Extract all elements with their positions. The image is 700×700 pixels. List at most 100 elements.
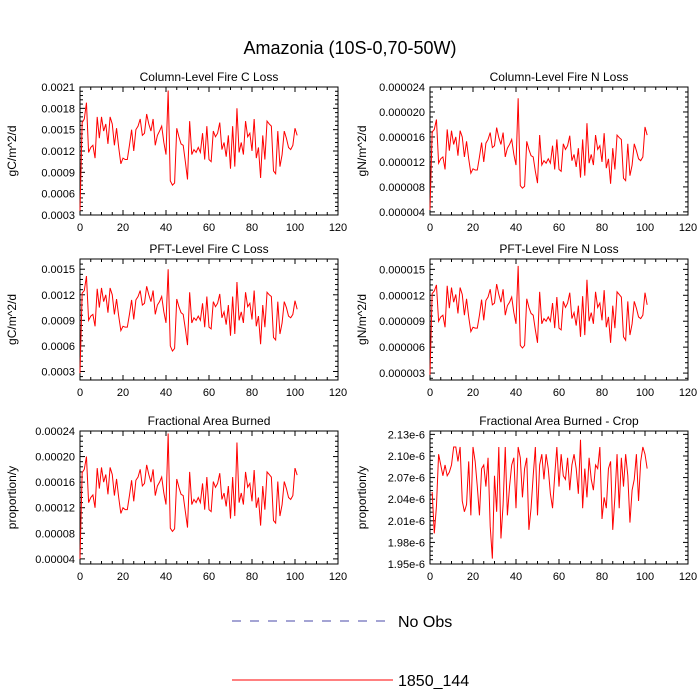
x-tick-label: 60 xyxy=(203,387,215,399)
y-tick-label: 2.13e-6 xyxy=(388,429,425,441)
x-tick-label: 60 xyxy=(203,571,215,583)
x-tick-label: 60 xyxy=(553,571,565,583)
x-tick-label: 100 xyxy=(636,387,654,399)
y-tick-label: 0.000012 xyxy=(379,290,425,302)
x-tick-label: 80 xyxy=(596,222,608,234)
x-tick-label: 80 xyxy=(596,571,608,583)
y-tick-label: 0.0015 xyxy=(41,125,75,137)
panel-title: PFT-Level Fire N Loss xyxy=(499,242,618,256)
x-tick-label: 0 xyxy=(77,571,83,583)
y-tick-label: 0.00024 xyxy=(35,426,75,438)
y-tick-label: 2.10e-6 xyxy=(388,451,425,463)
y-tick-label: 2.07e-6 xyxy=(388,473,425,485)
legend: No Obs 1850_144 xyxy=(232,614,469,690)
y-tick-label: 0.000006 xyxy=(379,342,425,354)
y-tick-label: 0.000009 xyxy=(379,316,425,328)
y-tick-label: 2.04e-6 xyxy=(388,494,425,506)
panel-title: Fractional Area Burned xyxy=(148,414,271,428)
x-tick-label: 0 xyxy=(427,571,433,583)
y-tick-label: 0.000020 xyxy=(379,107,425,119)
chart-panel-4: PFT-Level Fire N Loss gN/m^2/d 0 20 40 60 80 10… xyxy=(355,242,697,399)
x-tick-label: 0 xyxy=(77,387,83,399)
y-axis-label: gC/m^2/d xyxy=(5,126,19,177)
y-tick-label: 1.98e-6 xyxy=(388,537,425,549)
y-tick-label: 0.0012 xyxy=(41,290,75,302)
panel-title: Column-Level Fire C Loss xyxy=(140,70,279,84)
x-tick-label: 120 xyxy=(679,571,697,583)
y-tick-label: 0.000024 xyxy=(379,82,425,94)
x-tick-label: 40 xyxy=(510,387,522,399)
y-tick-label: 1.95e-6 xyxy=(388,559,425,571)
y-tick-label: 0.00004 xyxy=(35,554,75,566)
x-tick-label: 80 xyxy=(246,387,258,399)
chart-panel-6: Fractional Area Burned - Crop proportion/… xyxy=(355,414,697,583)
y-tick-label: 0.00020 xyxy=(35,452,75,464)
x-tick-label: 120 xyxy=(329,222,347,234)
chart-panel-5: Fractional Area Burned proportion/y 0 20 40 6… xyxy=(5,414,347,583)
y-tick-label: 0.00008 xyxy=(35,528,75,540)
x-tick-label: 100 xyxy=(636,222,654,234)
x-tick-label: 80 xyxy=(246,571,258,583)
x-tick-label: 60 xyxy=(553,222,565,234)
legend-obs-label: No Obs xyxy=(398,614,452,631)
x-tick-label: 20 xyxy=(467,571,479,583)
y-tick-label: 0.000003 xyxy=(379,368,425,380)
panel-title: PFT-Level Fire C Loss xyxy=(149,242,268,256)
panel-grid: Column-Level Fire C Loss gC/m^2/d 0 20 40 60 8… xyxy=(5,70,697,583)
y-tick-label: 0.000012 xyxy=(379,157,425,169)
x-tick-label: 40 xyxy=(510,571,522,583)
y-tick-label: 0.0015 xyxy=(41,264,75,276)
x-tick-label: 40 xyxy=(160,387,172,399)
chart-panel-1: Column-Level Fire C Loss gC/m^2/d 0 20 40 60 8… xyxy=(5,70,347,234)
y-tick-label: 2.01e-6 xyxy=(388,516,425,528)
plot-frame xyxy=(429,86,689,216)
y-tick-label: 0.0012 xyxy=(41,146,75,158)
x-tick-label: 80 xyxy=(596,387,608,399)
x-tick-label: 100 xyxy=(286,222,304,234)
x-tick-label: 120 xyxy=(329,571,347,583)
y-tick-label: 0.0003 xyxy=(41,366,75,378)
y-axis-label: proportion/y xyxy=(5,466,19,529)
data-series-line xyxy=(79,433,298,559)
data-series-line xyxy=(429,98,648,211)
x-tick-label: 100 xyxy=(636,571,654,583)
x-tick-label: 60 xyxy=(203,222,215,234)
x-tick-label: 20 xyxy=(117,387,129,399)
x-tick-label: 20 xyxy=(117,571,129,583)
x-tick-label: 120 xyxy=(679,387,697,399)
y-tick-label: 0.0018 xyxy=(41,103,75,115)
y-tick-label: 0.000004 xyxy=(379,207,425,219)
panel-title: Column-Level Fire N Loss xyxy=(490,70,629,84)
plot-frame xyxy=(79,258,339,381)
y-axis-label: gC/m^2/d xyxy=(5,294,19,345)
data-series-line xyxy=(429,265,648,375)
x-tick-label: 60 xyxy=(553,387,565,399)
x-tick-label: 0 xyxy=(427,387,433,399)
x-tick-label: 120 xyxy=(329,387,347,399)
y-tick-label: 0.00016 xyxy=(35,477,75,489)
legend-model-label: 1850_144 xyxy=(398,673,469,690)
y-axis-label: proportion/y xyxy=(355,466,369,529)
y-axis-label: gN/m^2/d xyxy=(355,126,369,177)
chart-panel-3: PFT-Level Fire C Loss gC/m^2/d 0 20 40 60 80 10… xyxy=(5,242,347,399)
x-tick-label: 40 xyxy=(160,571,172,583)
data-series-line xyxy=(79,90,298,211)
y-tick-label: 0.0009 xyxy=(41,315,75,327)
y-tick-label: 0.000016 xyxy=(379,132,425,144)
plot-frame xyxy=(429,430,689,565)
x-tick-label: 100 xyxy=(286,387,304,399)
x-tick-label: 0 xyxy=(77,222,83,234)
y-tick-label: 0.0006 xyxy=(41,341,75,353)
x-tick-label: 40 xyxy=(510,222,522,234)
x-tick-label: 20 xyxy=(117,222,129,234)
y-axis-label: gN/m^2/d xyxy=(355,294,369,345)
x-tick-label: 20 xyxy=(467,222,479,234)
x-tick-label: 120 xyxy=(679,222,697,234)
x-tick-label: 0 xyxy=(427,222,433,234)
x-tick-label: 40 xyxy=(160,222,172,234)
y-tick-label: 0.0003 xyxy=(41,210,75,222)
x-tick-label: 80 xyxy=(246,222,258,234)
y-tick-label: 0.00012 xyxy=(35,503,75,515)
x-tick-label: 100 xyxy=(286,571,304,583)
